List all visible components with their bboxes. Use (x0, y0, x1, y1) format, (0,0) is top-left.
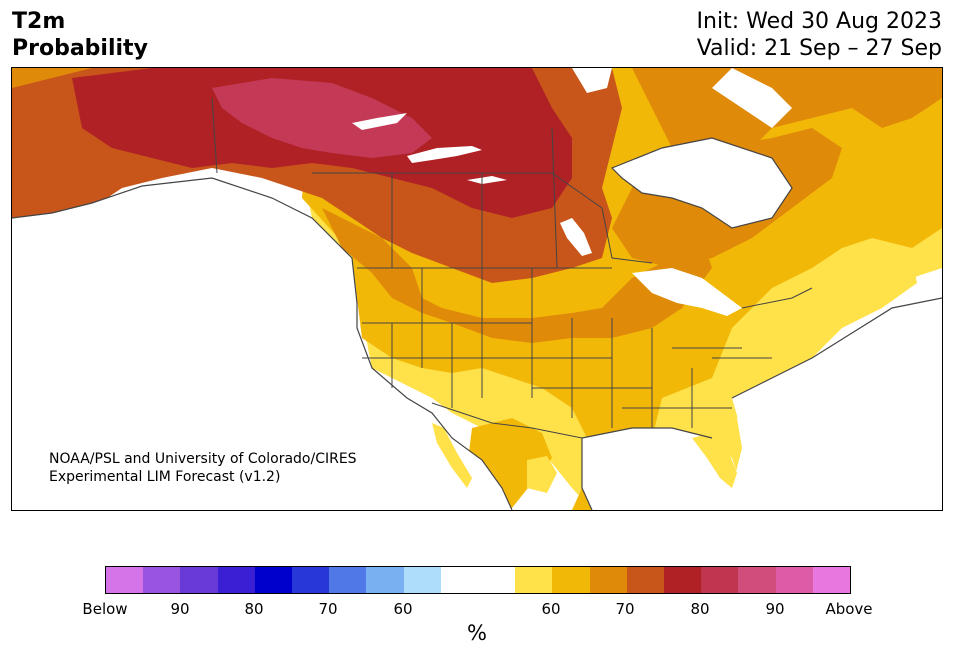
colorbar-segment (552, 567, 590, 593)
kind-label: Probability (12, 36, 148, 61)
coastlines (12, 137, 942, 510)
land-region-65b (322, 208, 712, 343)
colorbar-tick-label: 60 (393, 600, 413, 618)
colorbar-tick-label: 60 (541, 600, 561, 618)
lake-athabasca (467, 176, 507, 184)
valid-range: Valid: 21 Sep – 27 Sep (696, 36, 942, 61)
colorbar-segment (626, 567, 665, 593)
great-bear-lake (352, 113, 407, 130)
colorbar-tick-label: 90 (170, 600, 190, 618)
colorbar-segment (329, 567, 367, 593)
land-region-55b (527, 456, 557, 493)
colorbar-segment (515, 567, 553, 593)
colorbar-segment (366, 567, 404, 593)
map-svg (12, 68, 942, 510)
credit-line-1: NOAA/PSL and University of Colorado/CIRE… (49, 451, 357, 467)
variable-label: T2m (12, 9, 66, 34)
credit-text: NOAA/PSL and University of Colorado/CIRE… (49, 450, 357, 486)
colorbar-segment (106, 567, 144, 593)
arctic-water (572, 68, 612, 93)
colorbar-tick-label: 80 (244, 600, 264, 618)
colorbar-segment (254, 567, 293, 593)
colorbar-segment (478, 567, 516, 593)
credit-line-2: Experimental LIM Forecast (v1.2) (49, 469, 281, 485)
pacific-ocean (12, 178, 512, 510)
land-region-55c (752, 248, 917, 358)
colorbar-segment (440, 567, 479, 593)
colorbar-tick-label: 70 (615, 600, 635, 618)
colorbar-segment (589, 567, 627, 593)
date-info: Init: Wed 30 Aug 2023 Valid: 21 Sep – 27… (697, 8, 942, 62)
colorbar-tick-label: 70 (318, 600, 338, 618)
map-title: T2m Probability (12, 8, 148, 62)
colorbar-segment (701, 567, 739, 593)
colorbar-segment (403, 567, 441, 593)
colorbar (105, 566, 851, 594)
colorbar-tick-label: Below (82, 600, 128, 618)
colorbar-unit: % (467, 621, 487, 645)
land-region-90 (212, 78, 432, 158)
florida (692, 433, 737, 488)
great-slave-lake (407, 146, 482, 163)
lake-winnipeg (560, 218, 592, 256)
colorbar-segment (775, 567, 813, 593)
atlantic-ocean (732, 298, 942, 510)
baja-california (432, 423, 472, 488)
colorbar-segment (664, 567, 702, 593)
hudson-bay (612, 138, 792, 228)
init-date: Init: Wed 30 Aug 2023 (696, 9, 942, 34)
baffin-bay (712, 68, 792, 128)
colorbar-segment (738, 567, 776, 593)
colorbar-segment (180, 567, 218, 593)
colorbar-segment (812, 567, 851, 593)
colorbar-segment (143, 567, 181, 593)
colorbar-segment (292, 567, 330, 593)
colorbar-tick-label: Above (825, 600, 873, 618)
colorbar-segment (217, 567, 255, 593)
colorbar-tick-label: 90 (765, 600, 785, 618)
political-borders (211, 97, 813, 439)
great-lakes (632, 268, 742, 316)
colorbar-tick-label: 80 (690, 600, 710, 618)
probability-map (11, 67, 943, 511)
